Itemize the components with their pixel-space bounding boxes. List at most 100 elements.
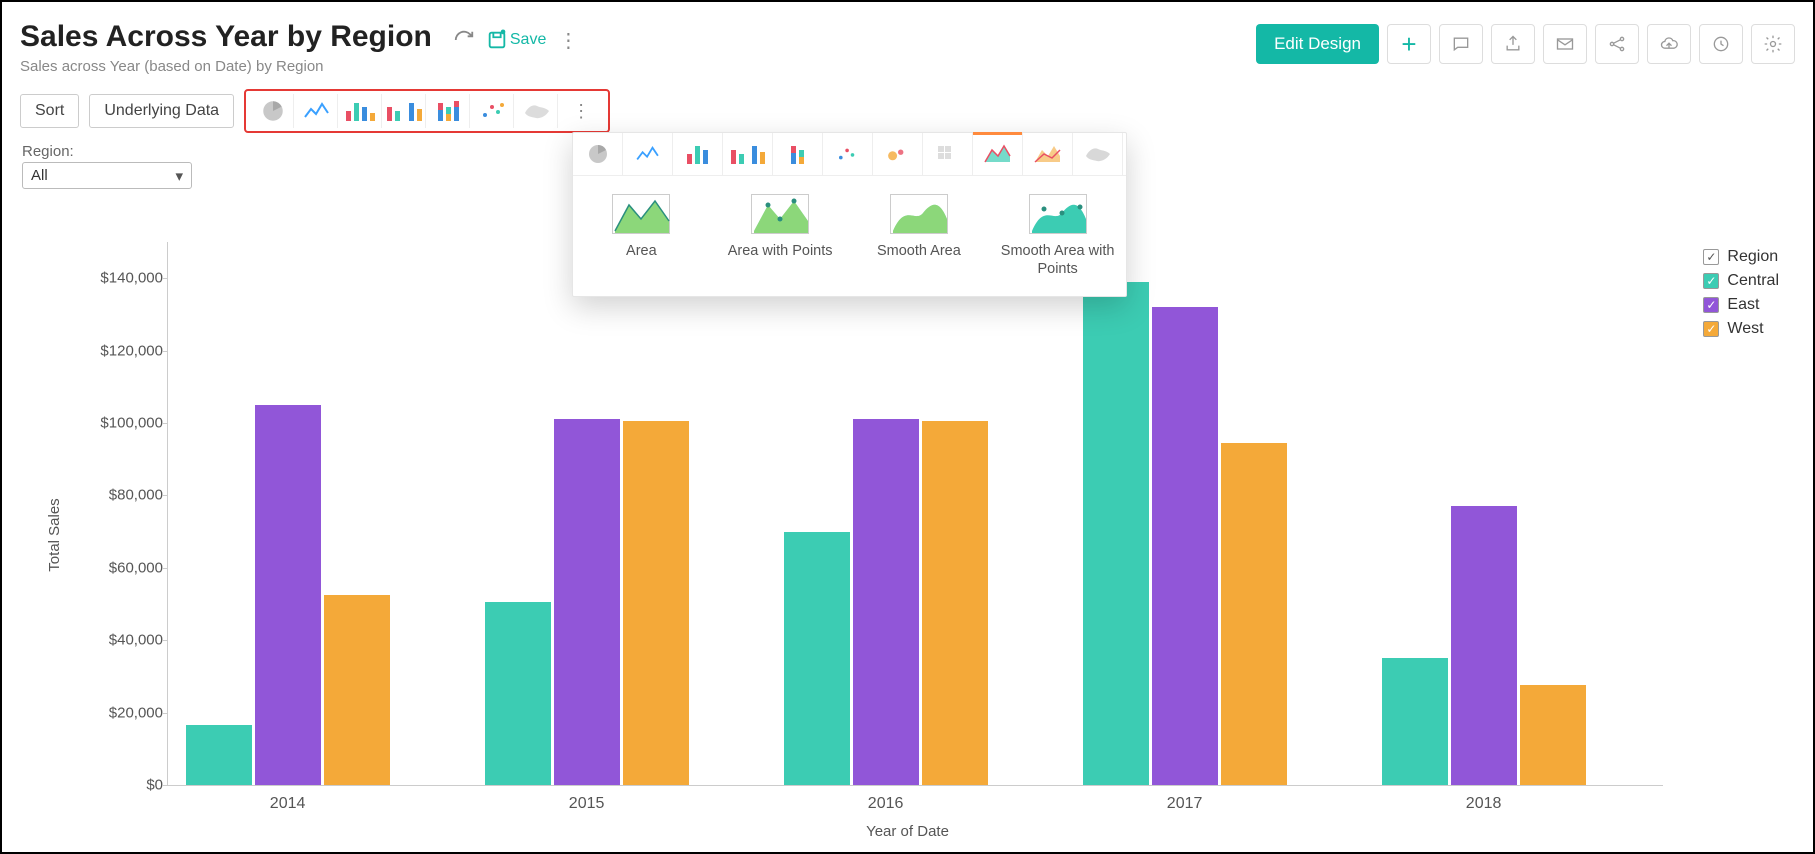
area-preview-icon [1029, 194, 1087, 234]
mail-icon[interactable] [1543, 24, 1587, 64]
pie-icon[interactable] [252, 94, 294, 128]
legend-item[interactable]: ✓ East [1703, 296, 1779, 314]
popover-tab-area-icon[interactable] [973, 133, 1023, 175]
y-tick-label: $60,000 [73, 559, 163, 576]
popover-tab-scatter-icon[interactable] [823, 133, 873, 175]
popover-tab-pie-icon[interactable] [573, 133, 623, 175]
refresh-icon[interactable] [450, 26, 478, 54]
plot-area: $0$20,000$40,000$60,000$80,000$100,000$1… [167, 242, 1663, 786]
popover-body: Area Area with Points Smooth Area Smooth Ar… [573, 176, 1126, 282]
page-title: Sales Across Year by Region [20, 20, 432, 54]
bar[interactable] [554, 419, 620, 785]
checkbox-icon: ✓ [1703, 297, 1719, 313]
scatter-icon[interactable] [472, 94, 514, 128]
bar-group [186, 242, 390, 785]
popover-option-label: Area with Points [722, 242, 839, 260]
bar[interactable] [784, 532, 850, 785]
svg-text:*: * [501, 29, 504, 37]
legend-title: Region [1727, 248, 1778, 266]
title-actions: * Save ⋮ [450, 26, 582, 54]
bar[interactable] [922, 421, 988, 785]
bar[interactable] [1382, 658, 1448, 785]
export-icon[interactable] [1491, 24, 1535, 64]
bar-icon[interactable] [340, 94, 382, 128]
bar[interactable] [324, 595, 390, 785]
bar[interactable] [186, 725, 252, 785]
more-icon[interactable]: ⋮ [554, 26, 582, 54]
bar[interactable] [255, 405, 321, 785]
page-subtitle: Sales across Year (based on Date) by Reg… [20, 58, 432, 75]
bar[interactable] [1152, 307, 1218, 785]
bar-group [1083, 242, 1287, 785]
popover-tab-bar-icon[interactable] [673, 133, 723, 175]
bar[interactable] [485, 602, 551, 785]
checkbox-icon: ✓ [1703, 249, 1719, 265]
x-tick-label: 2017 [1167, 795, 1203, 813]
popover-option-label: Smooth Area with Points [999, 242, 1116, 278]
popover-option[interactable]: Area with Points [722, 194, 839, 278]
x-tick-label: 2016 [868, 795, 904, 813]
y-tick-label: $0 [73, 777, 163, 794]
header: Sales Across Year by Region Sales across… [2, 2, 1813, 83]
save-button[interactable]: * Save [486, 29, 546, 51]
chart-type-popover: Area Area with Points Smooth Area Smooth Ar… [572, 132, 1127, 297]
legend-item[interactable]: ✓ West [1703, 320, 1779, 338]
alert-icon[interactable] [1699, 24, 1743, 64]
legend-item[interactable]: ✓ Central [1703, 272, 1779, 290]
popover-tab-map-icon[interactable] [1073, 133, 1123, 175]
x-tick-label: 2015 [569, 795, 605, 813]
popover-tab-line-icon[interactable] [623, 133, 673, 175]
legend-label: East [1727, 296, 1759, 314]
popover-tab-heatmap-icon[interactable] [923, 133, 973, 175]
popover-tab-stacked-area-icon[interactable] [1023, 133, 1073, 175]
popover-option-label: Smooth Area [861, 242, 978, 260]
bar-group [784, 242, 988, 785]
y-tick-label: $40,000 [73, 632, 163, 649]
legend: ✓ Region ✓ Central ✓ East ✓ West [1703, 248, 1779, 344]
legend-label: Central [1727, 272, 1779, 290]
cloud-icon[interactable] [1647, 24, 1691, 64]
popover-option[interactable]: Smooth Area [861, 194, 978, 278]
bar[interactable] [1520, 685, 1586, 785]
legend-label: West [1727, 320, 1763, 338]
checkbox-icon: ✓ [1703, 321, 1719, 337]
area-preview-icon [751, 194, 809, 234]
stacked-bar-icon[interactable] [428, 94, 470, 128]
y-tick-label: $20,000 [73, 704, 163, 721]
popover-option[interactable]: Smooth Area with Points [999, 194, 1116, 278]
bar[interactable] [623, 421, 689, 785]
region-select[interactable]: All [22, 162, 192, 189]
popover-option[interactable]: Area [583, 194, 700, 278]
y-tick-label: $140,000 [73, 270, 163, 287]
gear-icon[interactable] [1751, 24, 1795, 64]
line-icon[interactable] [296, 94, 338, 128]
title-block: Sales Across Year by Region Sales across… [20, 20, 432, 75]
edit-design-button[interactable]: Edit Design [1256, 24, 1379, 64]
add-button[interactable]: + [1387, 24, 1431, 64]
share-icon[interactable] [1595, 24, 1639, 64]
chart-type-more-icon[interactable]: ⋮ [560, 94, 602, 128]
bar[interactable] [1451, 506, 1517, 785]
area-preview-icon [890, 194, 948, 234]
sort-button[interactable]: Sort [20, 94, 79, 128]
chart: Total Sales $0$20,000$40,000$60,000$80,0… [22, 232, 1793, 838]
checkbox-icon: ✓ [1703, 273, 1719, 289]
popover-tab-grouped-bar-icon[interactable] [723, 133, 773, 175]
popover-option-label: Area [583, 242, 700, 260]
underlying-data-button[interactable]: Underlying Data [89, 94, 234, 128]
bar[interactable] [1083, 282, 1149, 785]
popover-tab-stacked-bar-icon[interactable] [773, 133, 823, 175]
comment-icon[interactable] [1439, 24, 1483, 64]
popover-tabs [573, 133, 1126, 176]
bar[interactable] [1221, 443, 1287, 785]
y-tick-label: $120,000 [73, 342, 163, 359]
save-label: Save [510, 31, 546, 49]
top-actions: Edit Design + [1256, 24, 1795, 64]
bar[interactable] [853, 419, 919, 785]
popover-tab-bubble-icon[interactable] [873, 133, 923, 175]
y-tick-label: $100,000 [73, 415, 163, 432]
y-axis-title: Total Sales [46, 498, 63, 571]
grouped-bar-icon[interactable] [384, 94, 426, 128]
legend-title-row[interactable]: ✓ Region [1703, 248, 1779, 266]
map-icon[interactable] [516, 94, 558, 128]
